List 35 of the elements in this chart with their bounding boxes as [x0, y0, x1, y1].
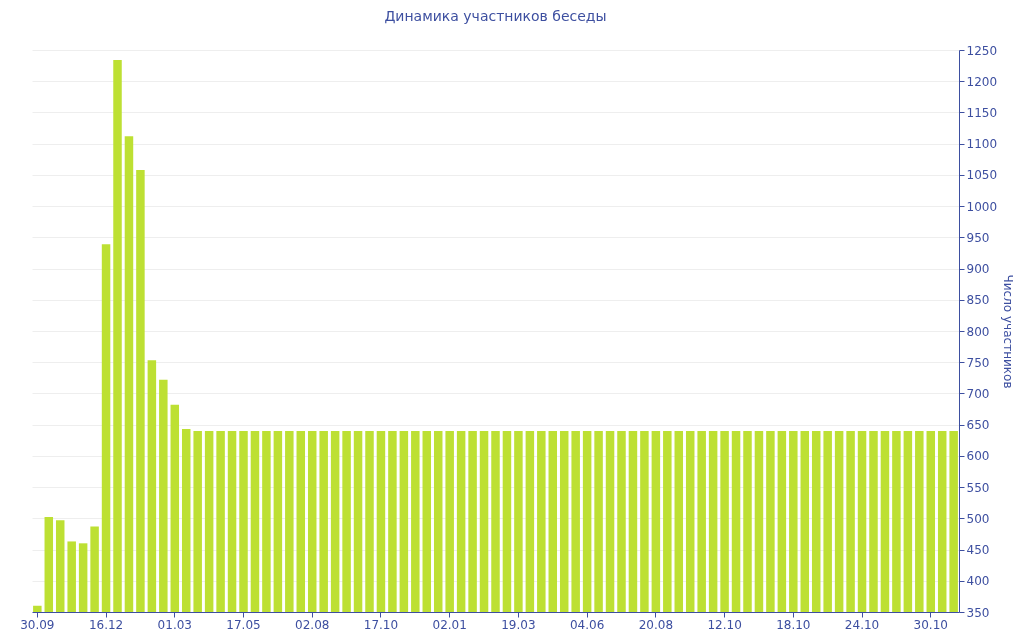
- x-tick-label: 16.12: [88, 617, 124, 632]
- y-tick-label: 600: [966, 449, 990, 464]
- x-tick-label: 18.10: [776, 617, 811, 632]
- y-tick-label: 1250: [966, 43, 998, 58]
- y-tick-label: 650: [966, 418, 990, 433]
- y-tick-label: 450: [966, 543, 990, 558]
- y-tick-label: 1200: [966, 74, 998, 89]
- x-tick-label: 24.10: [844, 617, 880, 632]
- y-tick-label: 1150: [966, 105, 998, 120]
- x-tick-label: 17.10: [363, 617, 399, 632]
- x-tick-label: 02.01: [432, 617, 467, 632]
- y-tick-label: 800: [966, 324, 990, 339]
- y-tick-label: 1000: [966, 199, 998, 214]
- x-tick-label: 12.10: [707, 617, 742, 632]
- x-tick-label: 17.05: [226, 617, 261, 632]
- x-tick-label: 02.08: [295, 617, 330, 632]
- x-tick-label: 30.10: [913, 617, 948, 632]
- chart-title: Динамика участников беседы: [384, 8, 607, 24]
- x-tick-label: 04.06: [569, 617, 605, 632]
- y-tick-label: 1050: [966, 168, 998, 183]
- y-tick-label: 850: [966, 293, 990, 308]
- y-tick-label: 400: [966, 574, 990, 589]
- y-tick-label: 750: [966, 355, 990, 370]
- y-tick-label: 950: [966, 230, 990, 245]
- y-axis-title: Число участников: [1001, 274, 1016, 389]
- x-tick-label: 20.08: [638, 617, 674, 632]
- y-tick-label: 350: [966, 605, 990, 620]
- x-tick-label: 30.09: [20, 617, 55, 632]
- x-tick-label: 01.03: [157, 617, 192, 632]
- y-tick-label: 1100: [966, 137, 998, 152]
- x-tick-label: 19.03: [501, 617, 536, 632]
- y-tick-label: 900: [966, 262, 990, 277]
- y-tick-label: 700: [966, 386, 990, 401]
- y-tick-label: 550: [966, 480, 990, 495]
- y-tick-label: 500: [966, 511, 990, 526]
